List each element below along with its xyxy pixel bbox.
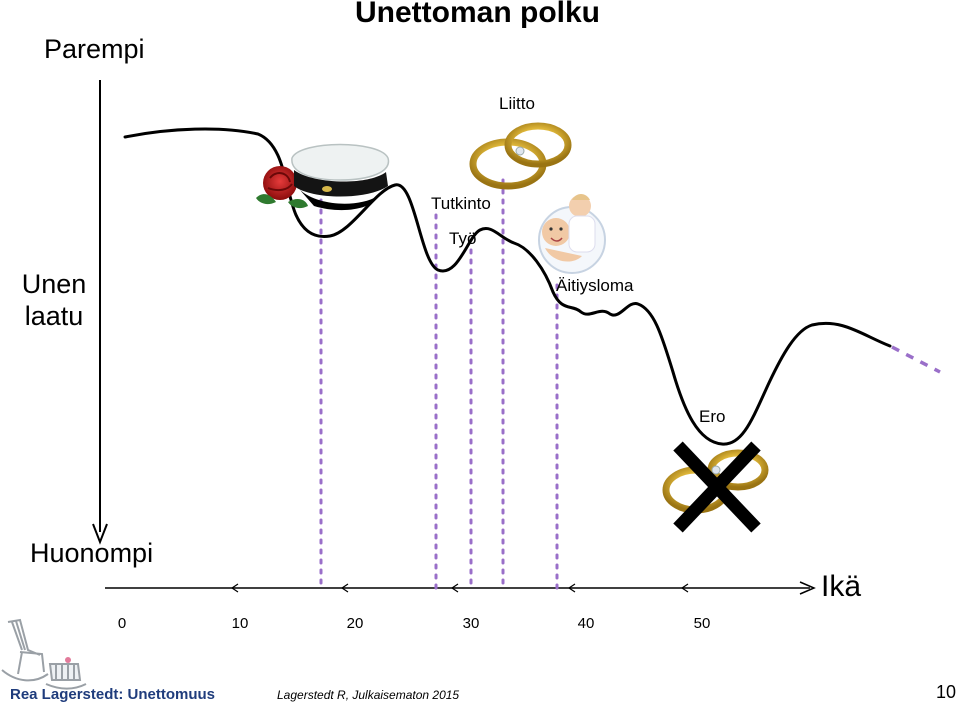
cross-mark-b	[673, 441, 761, 533]
x-axis-name: Ikä	[821, 570, 862, 603]
x-tick-label: 10	[231, 615, 249, 632]
wedding-rings-image	[469, 122, 572, 190]
y-axis-arrowhead	[92, 523, 108, 545]
baby-face-right	[569, 195, 591, 217]
baby-face-left	[542, 218, 570, 246]
cap-band	[294, 170, 388, 197]
event-lines	[319, 178, 559, 592]
cap-visor	[300, 190, 378, 211]
x-tick-label: 20	[346, 615, 364, 632]
x-tick-label: 0	[117, 615, 127, 632]
footer-author: Rea Lagerstedt: Unettomuus	[10, 686, 216, 703]
x-axis-arrowhead	[799, 581, 816, 595]
page-title: Unettoman polku	[355, 0, 600, 29]
y-axis-bottom-label: Huonompi	[30, 538, 154, 568]
rocking-chair-logo	[1, 618, 87, 690]
event-label-aitiysloma: Äitiysloma	[556, 276, 634, 295]
rose-icon	[263, 166, 297, 200]
x-axis-tick-arrows	[230, 583, 689, 593]
divorce-rings-image	[662, 441, 769, 533]
sleep-quality-curve-projection	[891, 345, 941, 374]
event-label-tyo: Työ	[449, 229, 477, 248]
x-tick-label: 40	[577, 615, 595, 632]
footer-source: Lagerstedt R, Julkaisematon 2015	[277, 688, 460, 702]
page-number: 10	[936, 682, 957, 702]
babies-image	[538, 194, 606, 274]
cap-crown	[291, 143, 390, 181]
x-tick-label: 30	[462, 615, 480, 632]
y-axis-top-label: Parempi	[44, 34, 145, 64]
graduation-cap-image	[256, 143, 390, 211]
event-label-ero: Ero	[699, 407, 726, 426]
y-axis-name: Unen laatu	[21, 269, 87, 331]
event-label-tutkinto: Tutkinto	[431, 194, 491, 213]
event-label-liitto: Liitto	[499, 94, 535, 113]
sleep-quality-curve	[123, 127, 892, 446]
x-tick-label: 50	[693, 615, 711, 632]
